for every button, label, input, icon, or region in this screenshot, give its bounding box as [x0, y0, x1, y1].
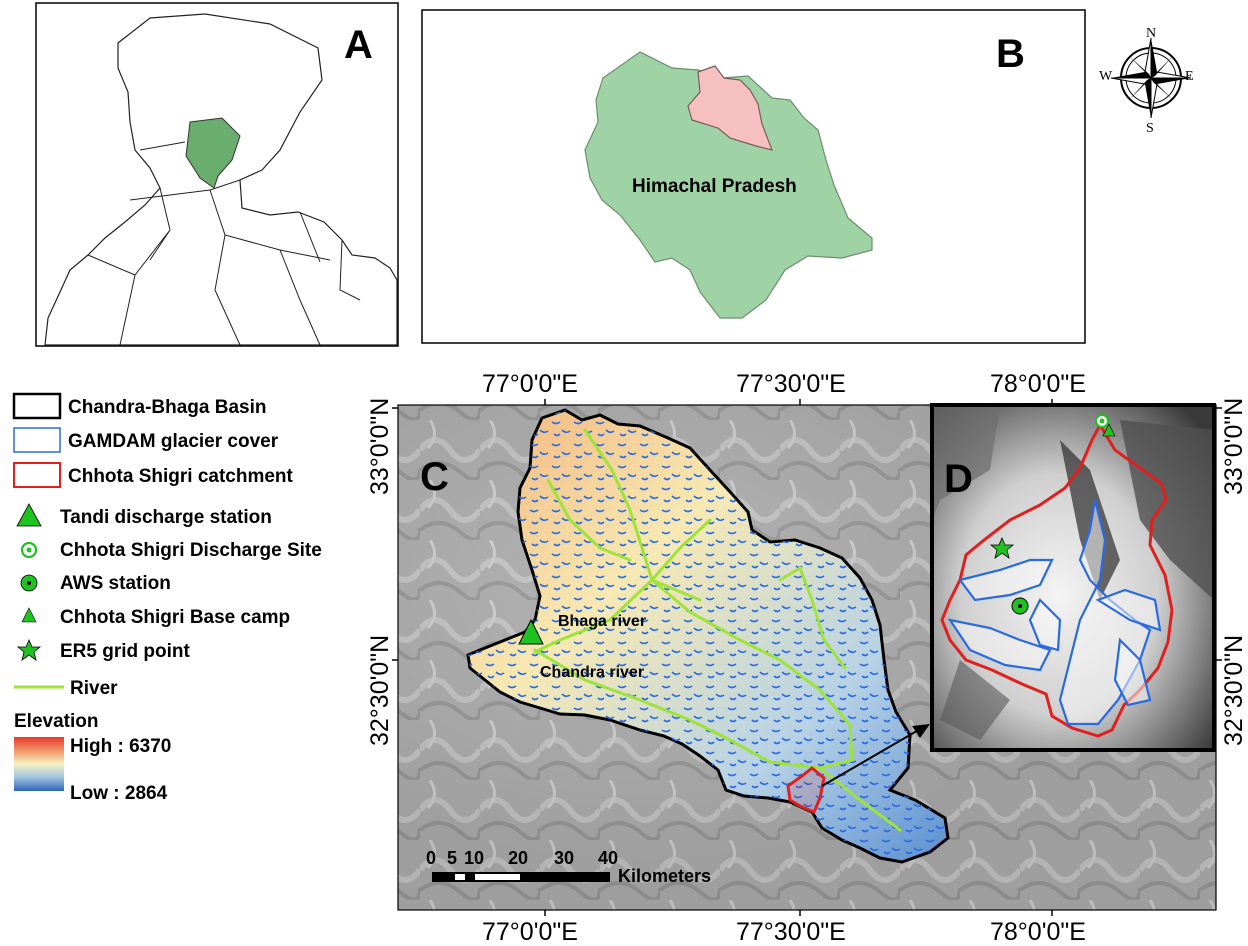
legend-glacier-swatch	[13, 427, 61, 453]
legend-er5-icon	[16, 638, 42, 661]
bhaga-river-label: Bhaga river	[558, 613, 646, 630]
india-outline	[44, 13, 398, 346]
bottom-lon-label-3: 78°0'0"E	[990, 918, 1086, 946]
right-lat-label-2: 32°30'0"N	[1220, 635, 1248, 746]
panel-a-letter: A	[344, 23, 373, 67]
legend-glacier-label: GAMDAM glacier cover	[68, 431, 279, 452]
compass-n: N	[1146, 26, 1156, 41]
legend-base-camp-icon	[21, 607, 37, 623]
compass-e: E	[1185, 69, 1194, 84]
compass-w: W	[1099, 69, 1113, 84]
scale-bar: 0 5 10 20 30 40 Kilometers	[426, 848, 711, 886]
scale-tick-0: 0	[426, 848, 436, 868]
top-lon-label-1: 77°0'0"E	[482, 370, 578, 398]
lahaul-spiti-shape	[687, 65, 773, 151]
legend-catchment-swatch	[13, 462, 61, 488]
scale-unit: Kilometers	[618, 866, 711, 886]
legend-tandi-label: Tandi discharge station	[60, 507, 272, 528]
tandi-station-marker	[518, 618, 544, 645]
zoom-arrow	[821, 727, 923, 787]
river-network	[533, 428, 902, 832]
panel-b: Himachal Pradesh B	[421, 9, 1086, 344]
chandra-river-line	[533, 428, 854, 770]
scale-tick-5: 5	[447, 848, 457, 868]
legend-discharge-label: Chhota Shigri Discharge Site	[60, 540, 322, 561]
scale-tick-20: 20	[508, 848, 528, 868]
panel-d: D	[930, 403, 1216, 752]
legend-er5-label: ER5 grid point	[60, 641, 191, 662]
panel-d-frame	[930, 403, 1216, 752]
legend-basin-swatch	[12, 392, 62, 420]
panel-b-letter: B	[996, 32, 1025, 76]
legend-basin-label: Chandra-Bhaga Basin	[68, 397, 266, 418]
bottom-lon-label-1: 77°0'0"E	[482, 918, 578, 946]
left-lat-label-2: 32°30'0"N	[366, 635, 394, 746]
glacier-cover-d	[947, 499, 1162, 726]
base-camp-marker	[1102, 423, 1116, 437]
india-state-lines	[87, 141, 361, 346]
graticule-labels: 77°0'0"E 77°30'0"E 78°0'0"E 77°0'0"E 77°…	[366, 370, 1248, 946]
legend-elevation-title: Elevation	[14, 711, 98, 732]
legend-tandi-icon	[16, 503, 42, 527]
bhaga-river-line	[533, 578, 654, 654]
legend-river-label: River	[70, 678, 118, 699]
legend-catchment-label: Chhota Shigri catchment	[68, 466, 294, 487]
legend-elevation-high: High : 6370	[70, 736, 171, 757]
himachal-pradesh-shape	[584, 51, 873, 319]
compass-rose: N S E W	[1099, 26, 1194, 136]
compass-s: S	[1146, 121, 1154, 136]
er5-grid-point-marker	[989, 536, 1015, 559]
himachal-pradesh-label: Himachal Pradesh	[632, 176, 797, 197]
panel-d-letter: D	[944, 457, 973, 501]
top-lon-label-3: 78°0'0"E	[990, 370, 1086, 398]
legend-elevation-low: Low : 2864	[70, 783, 168, 804]
left-lat-label-1: 33°0'0"N	[366, 398, 394, 495]
top-lon-label-2: 77°30'0"E	[736, 370, 846, 398]
panel-a: A	[35, 2, 399, 347]
scale-tick-30: 30	[554, 848, 574, 868]
glacier-cover	[468, 410, 948, 862]
legend-elevation-ramp	[14, 737, 64, 791]
scale-tick-10: 10	[464, 848, 484, 868]
india-himachal-highlight	[185, 117, 241, 189]
legend-base-camp-label: Chhota Shigri Base camp	[60, 607, 290, 628]
right-lat-label-1: 33°0'0"N	[1220, 398, 1248, 495]
bottom-lon-label-2: 77°30'0"E	[736, 918, 846, 946]
legend-aws-label: AWS station	[60, 573, 171, 594]
chandra-river-label: Chandra river	[540, 664, 644, 681]
chhota-shigri-catchment-d	[940, 421, 1174, 738]
legend: Chandra-Bhaga Basin GAMDAM glacier cover…	[12, 392, 322, 804]
scale-tick-40: 40	[598, 848, 618, 868]
panel-c-letter: C	[420, 455, 449, 499]
